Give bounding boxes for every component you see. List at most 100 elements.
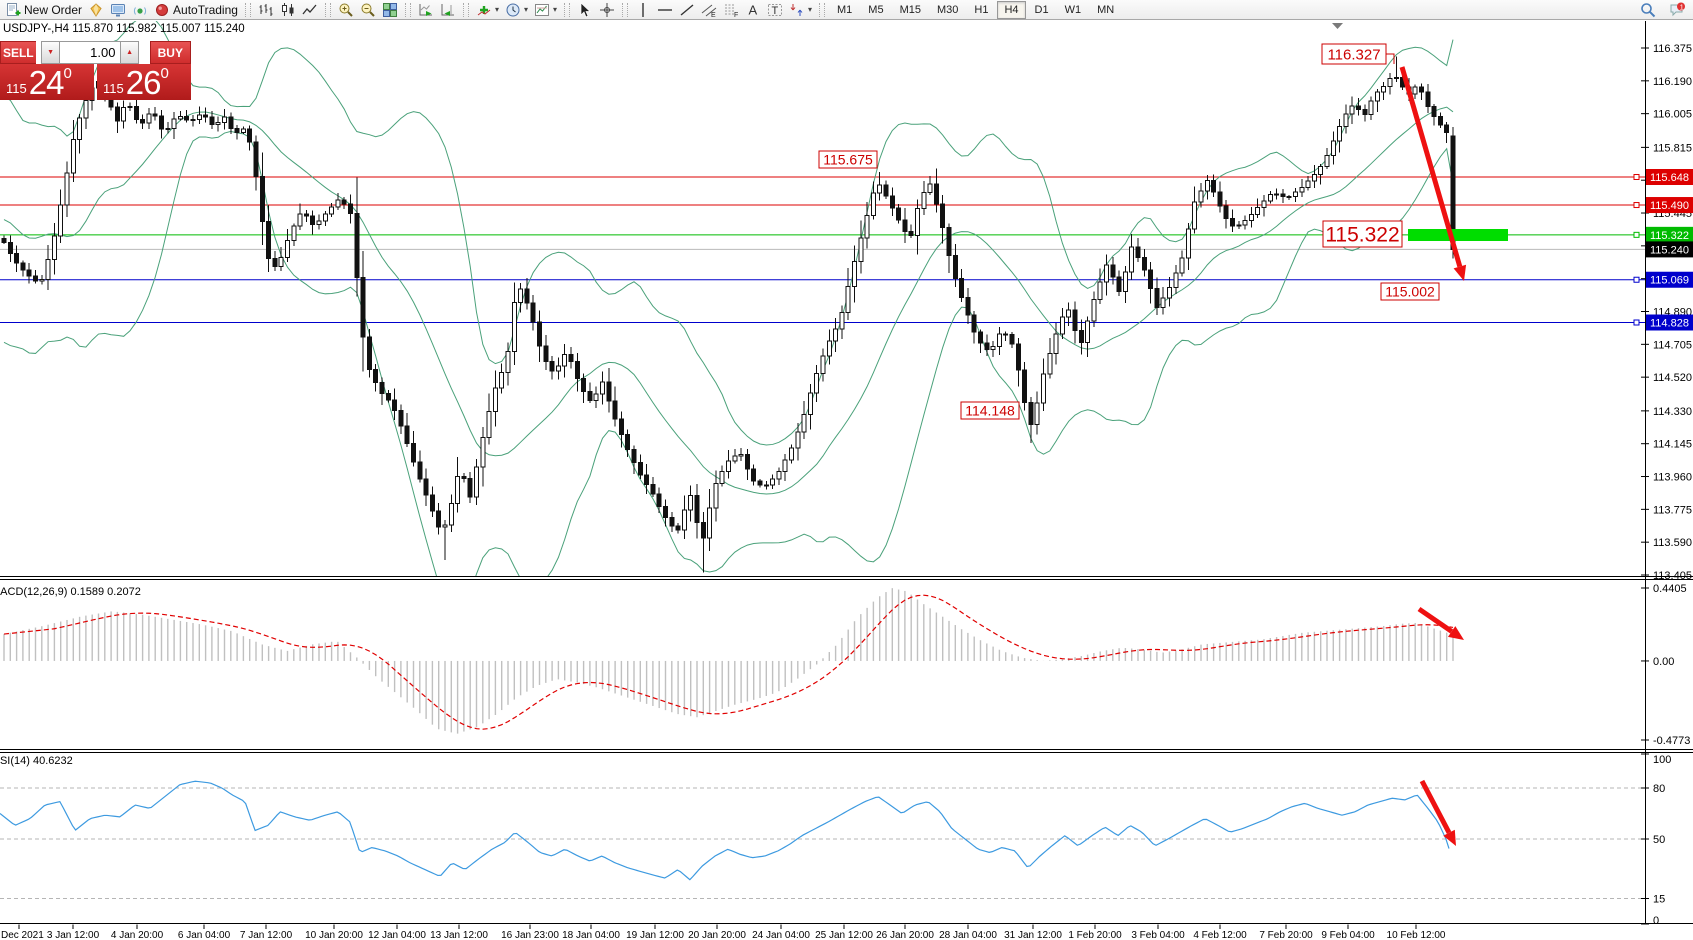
sell-price[interactable]: 115 24 0 bbox=[0, 64, 94, 100]
timeframe-button-m15[interactable]: M15 bbox=[899, 3, 921, 16]
timeframe-button-m5[interactable]: M5 bbox=[868, 3, 884, 16]
vertical-line-icon bbox=[642, 2, 644, 17]
sell-button[interactable]: SELL bbox=[0, 41, 36, 64]
svg-text:9 Feb 04:00: 9 Feb 04:00 bbox=[1321, 930, 1375, 940]
time-axis[interactable]: Dec 2021 3 Jan 12:00 4 Jan 20:00 6 Jan 04:0… bbox=[1, 924, 1446, 940]
toolbar-button-chart-line[interactable] bbox=[299, 1, 321, 19]
svg-text:116.190: 116.190 bbox=[1653, 76, 1692, 88]
chevron-down-icon[interactable]: ▾ bbox=[552, 5, 557, 14]
toolbar-button-indicators[interactable]: ▾ bbox=[473, 1, 502, 19]
chart-shift-icon bbox=[441, 3, 454, 16]
svg-text:115.322: 115.322 bbox=[1650, 230, 1689, 242]
svg-text:3 Jan 12:00: 3 Jan 12:00 bbox=[47, 930, 100, 940]
buy-button[interactable]: BUY bbox=[149, 41, 191, 64]
price-level-lines bbox=[0, 176, 1645, 324]
indicators-icon bbox=[477, 5, 491, 15]
toolbar-button-horizontal-line[interactable] bbox=[654, 1, 676, 19]
toolbar-button-chat[interactable]: 1 bbox=[1666, 1, 1688, 19]
svg-text:115.815: 115.815 bbox=[1653, 142, 1692, 154]
svg-text:24 Jan 04:00: 24 Jan 04:00 bbox=[752, 930, 810, 940]
buy-price[interactable]: 115 26 0 bbox=[97, 64, 191, 100]
chart-bars-icon bbox=[259, 3, 273, 16]
svg-text:0.4405: 0.4405 bbox=[1653, 583, 1687, 595]
svg-text:31 Jan 12:00: 31 Jan 12:00 bbox=[1004, 930, 1062, 940]
chat-icon: 1 bbox=[1670, 2, 1685, 17]
sell-pipette: 0 bbox=[63, 65, 72, 82]
toolbar-button-cursor[interactable] bbox=[574, 1, 596, 19]
tile-windows-icon bbox=[382, 2, 397, 17]
toolbar-button-autotrading[interactable]: AutoTrading bbox=[151, 1, 241, 19]
toolbar-button-crosshair[interactable] bbox=[596, 1, 618, 19]
timeframe-button-mn[interactable]: MN bbox=[1097, 3, 1115, 16]
timeframe-button-d1[interactable]: D1 bbox=[1034, 3, 1049, 16]
toolbar-button-channel[interactable]: E bbox=[698, 1, 720, 19]
bollinger-middle bbox=[3, 106, 1454, 495]
volume-decrease-button[interactable]: ▼ bbox=[41, 41, 60, 64]
volume-input[interactable]: 1.00 bbox=[59, 41, 121, 64]
svg-text:115.322: 115.322 bbox=[1325, 224, 1399, 247]
toolbar-button-text[interactable]: A bbox=[742, 1, 764, 19]
chevron-down-icon[interactable]: ▾ bbox=[494, 5, 499, 14]
cursor-icon bbox=[580, 1, 591, 17]
toolbar-button-search[interactable] bbox=[1637, 1, 1659, 19]
toolbar-button-text-label[interactable]: T bbox=[764, 1, 786, 19]
svg-text:114.828: 114.828 bbox=[1650, 318, 1689, 330]
toolbar-button-crystal[interactable] bbox=[85, 1, 107, 19]
toolbar-button-signal[interactable] bbox=[129, 1, 151, 19]
quote-prices-row: 115 24 0 115 26 0 bbox=[0, 64, 191, 100]
toolbar-button-periods[interactable]: ▾ bbox=[502, 1, 531, 19]
volume-increase-button[interactable]: ▲ bbox=[120, 41, 139, 64]
svg-text:115.240: 115.240 bbox=[1650, 244, 1689, 256]
toolbar-separator bbox=[819, 2, 826, 17]
svg-text:113.405: 113.405 bbox=[1653, 570, 1692, 582]
chart-shift-marker[interactable] bbox=[1332, 23, 1343, 29]
autotrading-icon bbox=[156, 3, 169, 16]
toolbar-button-fibonacci[interactable]: F bbox=[720, 1, 742, 19]
timeframe-button-h4[interactable]: H4 bbox=[997, 0, 1026, 19]
svg-text:100: 100 bbox=[1653, 754, 1671, 766]
toolbar-separator bbox=[244, 2, 251, 17]
toolbar-button-chart-shift[interactable] bbox=[437, 1, 459, 19]
timeframe-button-w1[interactable]: W1 bbox=[1064, 3, 1082, 16]
toolbar-separator bbox=[564, 2, 570, 17]
rsi-axis[interactable]: 100 80 50 15 0 bbox=[1641, 753, 1671, 927]
toolbar-button-zoom-out[interactable] bbox=[357, 1, 379, 19]
svg-text:10 Jan 20:00: 10 Jan 20:00 bbox=[305, 930, 363, 940]
timeframe-button-h1[interactable]: H1 bbox=[974, 3, 989, 16]
timeframe-button-m30[interactable]: M30 bbox=[936, 3, 959, 16]
svg-text:-0.4773: -0.4773 bbox=[1653, 735, 1690, 747]
toolbar-button-templates[interactable]: ▾ bbox=[531, 1, 560, 19]
toolbar-button-chart-candles[interactable] bbox=[277, 1, 299, 19]
svg-text:115.069: 115.069 bbox=[1650, 275, 1689, 287]
toolbar-button-auto-scroll[interactable] bbox=[415, 1, 437, 19]
toolbar-button-terminal[interactable] bbox=[107, 1, 129, 19]
chevron-down-icon[interactable]: ▾ bbox=[523, 5, 528, 14]
trend-line-icon bbox=[680, 3, 694, 16]
toolbar-button-chart-bars[interactable] bbox=[255, 1, 277, 19]
price-callouts: 116.327 115.675 115.322 115.002 114.148 bbox=[818, 43, 1440, 420]
periods-icon bbox=[506, 3, 520, 16]
toolbar-button-tile-windows[interactable] bbox=[379, 1, 401, 19]
svg-text:115.675: 115.675 bbox=[823, 152, 873, 168]
chart-symbol-ohlc: USDJPY-,H4 115.870 115.982 115.007 115.2… bbox=[3, 23, 245, 35]
bollinger-upper bbox=[3, 21, 1454, 446]
svg-text:114.148: 114.148 bbox=[965, 403, 1015, 419]
toolbar-button-arrows-shapes[interactable]: ▾ bbox=[786, 1, 815, 19]
toolbar-button-new-order[interactable]: New Order bbox=[2, 1, 85, 19]
toolbar-right: 1 bbox=[1637, 1, 1688, 19]
svg-text:114.330: 114.330 bbox=[1653, 406, 1692, 418]
toolbar-button-zoom-in[interactable] bbox=[335, 1, 357, 19]
chevron-down-icon[interactable]: ▾ bbox=[808, 5, 813, 14]
svg-text:12 Jan 04:00: 12 Jan 04:00 bbox=[368, 930, 426, 940]
macd-axis[interactable]: 0.4405 0.00 -0.4773 bbox=[1641, 583, 1690, 747]
toolbar-button-label: New Order bbox=[24, 2, 83, 17]
timeframe-button-m1[interactable]: M1 bbox=[837, 3, 853, 16]
svg-text:4 Feb 12:00: 4 Feb 12:00 bbox=[1193, 930, 1247, 940]
svg-text:Dec 2021: Dec 2021 bbox=[1, 930, 44, 940]
templates-icon bbox=[534, 3, 549, 16]
price-axis[interactable]: 116.375116.190116.005115.815115.630115.4… bbox=[1641, 43, 1693, 582]
toolbar-button-trend-line[interactable] bbox=[676, 1, 698, 19]
zoom-in-icon bbox=[339, 3, 353, 17]
toolbar-button-vertical-line[interactable] bbox=[632, 1, 654, 19]
